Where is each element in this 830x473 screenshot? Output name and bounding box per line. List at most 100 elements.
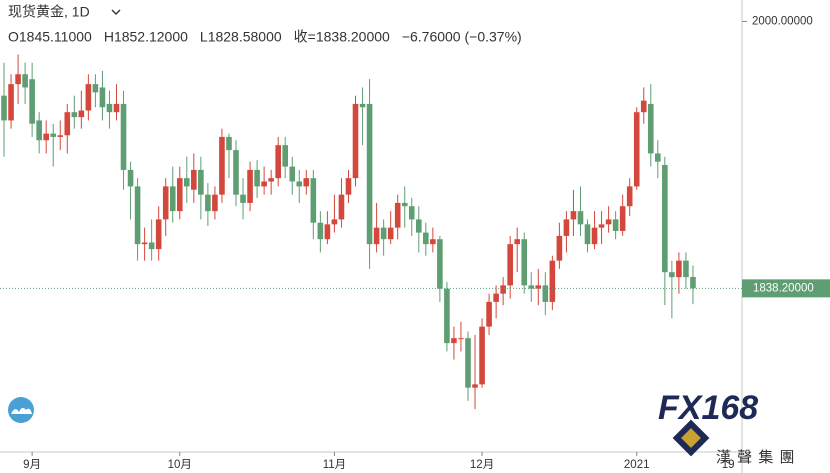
candle-body: [212, 194, 218, 212]
candle-body: [141, 242, 148, 245]
candle-body: [472, 384, 478, 388]
candle-body: [401, 202, 408, 207]
candle-body: [556, 235, 563, 261]
candle-body: [43, 133, 49, 141]
candle-body: [669, 272, 675, 278]
candle-body: [331, 219, 338, 225]
candle-body: [106, 103, 113, 113]
legend-value: O1845.11000: [8, 29, 92, 45]
candle-body: [268, 178, 274, 182]
candle-body: [226, 136, 232, 151]
candle-body: [8, 84, 14, 121]
candle-body: [176, 178, 183, 212]
candle-body: [662, 164, 668, 273]
candle-body: [535, 285, 542, 289]
candle-body: [605, 219, 612, 225]
candle-body: [493, 293, 499, 302]
candle-body: [486, 301, 492, 327]
candle-body: [542, 285, 549, 302]
candle-body: [345, 178, 352, 195]
chevron-icon[interactable]: [111, 9, 121, 15]
candle-body: [317, 222, 324, 240]
candle-body: [563, 219, 570, 236]
candle-body: [676, 260, 682, 278]
candle-body: [633, 112, 640, 187]
candle-body: [148, 242, 155, 250]
candle-body: [451, 338, 457, 344]
candle-body: [437, 239, 443, 289]
candle-body: [162, 186, 169, 220]
x-tick-label: 2021: [624, 459, 650, 471]
candle-body: [430, 239, 436, 245]
candle-body: [219, 136, 225, 195]
candle-body: [324, 224, 331, 240]
legend-value: L1828.58000: [200, 29, 282, 45]
candle-body: [612, 219, 619, 231]
candle-body: [479, 326, 485, 385]
candle-body: [99, 87, 106, 108]
candle-body: [247, 169, 253, 203]
candle-body: [191, 169, 197, 190]
chart-title: 现货黄金, 1D: [8, 4, 90, 20]
candle-body: [261, 181, 267, 187]
x-tick-label: 19: [722, 459, 735, 471]
candle-body: [394, 202, 401, 228]
candle-body: [303, 178, 310, 187]
last-price-box: [742, 279, 830, 298]
candle-body: [626, 186, 633, 207]
x-tick-label: 9月: [23, 459, 41, 471]
last-price-label: 1838.20000: [753, 282, 814, 294]
logo-diamond-inner: [681, 428, 701, 448]
cloud-icon: [11, 407, 32, 414]
candle-body: [120, 103, 127, 170]
candle-body: [127, 169, 134, 187]
candle-body: [205, 194, 211, 212]
candle-body: [338, 194, 345, 220]
candle-body: [619, 206, 626, 231]
candle-body: [640, 100, 647, 113]
candle-body: [500, 285, 506, 294]
candle-body: [296, 181, 303, 187]
candle-body: [415, 219, 422, 233]
x-tick-label: 11月: [323, 459, 346, 471]
candle-body: [233, 150, 239, 195]
candle-body: [282, 145, 289, 167]
candle-body: [57, 135, 64, 137]
candle-body: [78, 110, 85, 118]
candle-body: [240, 194, 246, 203]
candle-body: [521, 239, 528, 286]
candle-body: [584, 224, 591, 245]
candle-body: [183, 178, 190, 187]
candle-body: [22, 74, 28, 88]
candle-body: [444, 288, 450, 344]
candle-body: [647, 103, 654, 154]
candle-body: [85, 84, 92, 111]
legend-value: −6.76000 (−0.37%): [402, 29, 522, 45]
candle-body: [134, 186, 141, 245]
candle-body: [458, 338, 464, 340]
candle-body: [29, 79, 35, 124]
candles: [1, 54, 696, 410]
candle-body: [64, 112, 71, 136]
candle-body: [465, 338, 471, 388]
candle-body: [310, 178, 317, 223]
candle-body: [50, 133, 57, 137]
candle-body: [549, 260, 556, 302]
candle-body: [92, 84, 99, 93]
candle-body: [408, 206, 415, 220]
candle-body: [198, 169, 204, 195]
candle-body: [380, 227, 387, 240]
candle-body: [514, 239, 521, 245]
candle-body: [591, 227, 598, 245]
logo-subtitle: 漢 聲 集 團: [716, 449, 796, 466]
candle-body: [373, 227, 380, 245]
candle-body: [71, 112, 78, 118]
candle-body: [1, 95, 7, 121]
candle-body: [598, 224, 605, 228]
candle-body: [570, 211, 577, 220]
candle-body: [423, 232, 429, 245]
candle-body: [254, 169, 260, 187]
legend-value: 收=1838.20000: [294, 29, 390, 45]
y-tick-label: 2000.00000: [752, 15, 813, 27]
